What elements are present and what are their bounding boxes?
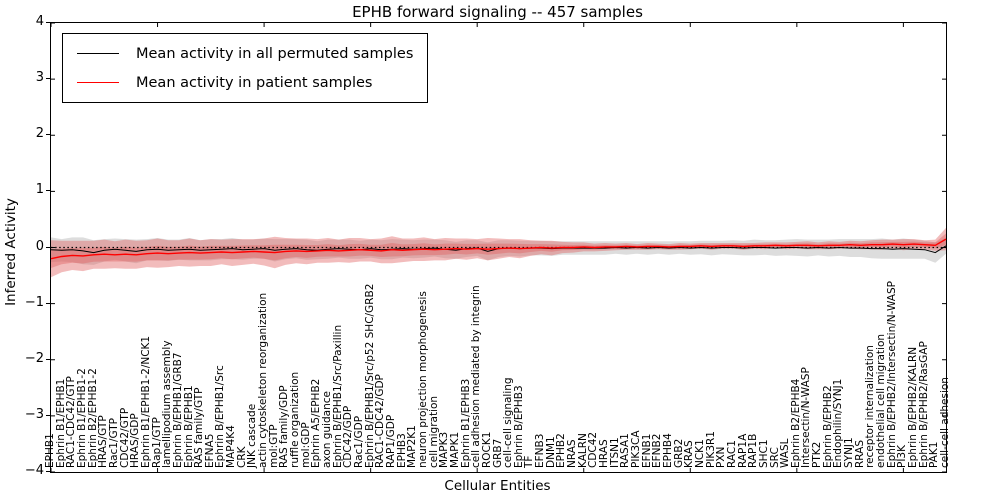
chart-title: EPHB forward signaling -- 457 samples (352, 3, 643, 21)
x-tick-label: WASL (779, 438, 792, 468)
x-tick-label: Ephrin B1/EPHB1-2 (75, 368, 88, 468)
y-tick-mark (46, 134, 50, 136)
x-tick-label: Ephrin B/EPHB1/GRB7 (171, 352, 184, 468)
x-tick-label: Ephrin B/EPHB2/Intersectin/N-WASP (885, 281, 898, 468)
x-tick-label: Rac1/GDP (352, 415, 365, 468)
x-tick-label: CDC42 (587, 431, 600, 468)
y-tick-mark (46, 414, 50, 416)
x-tick-label: ROCK1 (480, 431, 493, 468)
x-tick-label: EPHB2 (555, 433, 568, 468)
x-tick-label: EFNB2 (651, 433, 664, 468)
x-tick-label: Rac1/GTP (107, 418, 120, 468)
legend-label-permuted: Mean activity in all permuted samples (136, 45, 414, 62)
legend-line-patient-icon (77, 82, 119, 83)
y-tick-label: 0 (35, 238, 44, 254)
x-tick-label: EFNB3 (534, 433, 547, 468)
x-tick-label: cell-cell signaling (502, 377, 515, 468)
x-tick-label: PTK2 (811, 441, 824, 468)
y-tick-mark (46, 22, 50, 23)
x-tick-label: JNK cascade (246, 403, 259, 468)
legend-entry-permuted: Mean activity in all permuted samples (77, 39, 413, 68)
x-tick-label: RAC1 (725, 440, 738, 468)
x-tick-label: RAC1-CDC42/GTP (65, 376, 78, 468)
x-tick-label: RAS family/GDP (278, 385, 291, 468)
x-tick-label: PI3K (896, 445, 909, 468)
plot-area (50, 22, 947, 473)
x-tick-label: SHC1 (757, 439, 770, 468)
x-tick-label: HRAS (598, 439, 611, 468)
x-tick-label: MAPK1 (448, 431, 461, 468)
x-tick-label: axon guidance (321, 391, 334, 468)
y-tick-label: −1 (24, 294, 44, 310)
y-tick-label: 4 (35, 14, 44, 29)
x-tick-label: cell-cell adhesion (939, 377, 951, 468)
x-tick-label: RAS family/GTP (193, 387, 206, 468)
x-tick-label: HRAS/GTP (97, 415, 110, 468)
y-tick-label: 1 (35, 182, 44, 198)
x-tick-label: Intersectin/N-WASP (800, 367, 813, 468)
x-tick-label: endothelial cell migration (875, 333, 888, 468)
x-tick-label: MAP4K4 (225, 425, 238, 468)
y-tick-mark (46, 302, 50, 304)
y-tick-mark (46, 358, 50, 360)
y-tick-label: 3 (35, 70, 44, 86)
x-tick-label: RAP1B (747, 433, 760, 468)
x-tick-label: RASA1 (619, 433, 632, 468)
x-tick-label: MAPK3 (438, 431, 451, 468)
x-tick-label: KRAS (683, 440, 696, 468)
x-tick-label: Ephrin A5/EPHB2 (310, 378, 323, 468)
x-tick-label: Endophilin/SYNJ1 (832, 378, 845, 468)
x-tick-label: EPHB1 (44, 433, 56, 468)
x-tick-label: NCK1 (693, 439, 706, 468)
y-tick-mark (46, 190, 50, 192)
legend-line-permuted-icon (77, 53, 119, 54)
x-tick-label: Ephrin B/EPHB1/Src (214, 365, 227, 468)
x-axis-label: Cellular Entities (444, 478, 551, 494)
x-tick-label: Ephrin B/EPHB1 (182, 385, 195, 468)
x-tick-label: HRAS/GDP (129, 413, 142, 468)
x-tick-label: ruffle organization (289, 371, 302, 468)
legend-label-patient: Mean activity in patient samples (136, 74, 373, 91)
chart-canvas (50, 22, 947, 473)
x-tick-label: EPHB4 (661, 433, 674, 468)
y-tick-mark (46, 78, 50, 80)
x-tick-label: actin cytoskeleton reorganization (257, 292, 270, 468)
y-tick-label: −4 (24, 463, 44, 478)
x-tick-label: Ephrin B1/EPHB1-2/NCK1 (139, 335, 152, 468)
y-tick-mark (46, 246, 50, 248)
x-tick-label: RAP1/GDP (384, 414, 397, 468)
y-tick-mark (46, 471, 50, 472)
x-tick-label: cell adhesion mediated by integrin (470, 285, 483, 468)
x-tick-label: lamellipodium assembly (161, 340, 174, 468)
x-tick-label: NRAS (566, 439, 579, 468)
x-tick-label: RAC1-CDC42/GDP (374, 374, 387, 468)
x-tick-label: CDC42/GDP (342, 405, 355, 468)
x-tick-label: Ephrin B/EPHB2/KALRN (907, 346, 920, 468)
x-tick-label: GRB7 (491, 438, 504, 468)
x-tick-label: neuron projection morphogenesis (416, 291, 429, 468)
x-tick-label: TF (523, 455, 536, 468)
x-tick-label: PIK3CA (630, 430, 642, 468)
legend-entry-patient: Mean activity in patient samples (77, 68, 413, 97)
y-tick-label: −2 (24, 350, 44, 366)
x-tick-label: MAP2K1 (406, 425, 419, 468)
x-tick-label: receptor internalization (864, 345, 877, 468)
x-tick-label: PXN (715, 446, 728, 468)
x-tick-label: PAK1 (928, 441, 941, 468)
y-tick-label: 2 (35, 126, 44, 142)
y-tick-label: −3 (24, 406, 44, 422)
legend: Mean activity in all permuted samples Me… (62, 33, 429, 103)
x-tick-label: SYNJ1 (843, 437, 856, 468)
